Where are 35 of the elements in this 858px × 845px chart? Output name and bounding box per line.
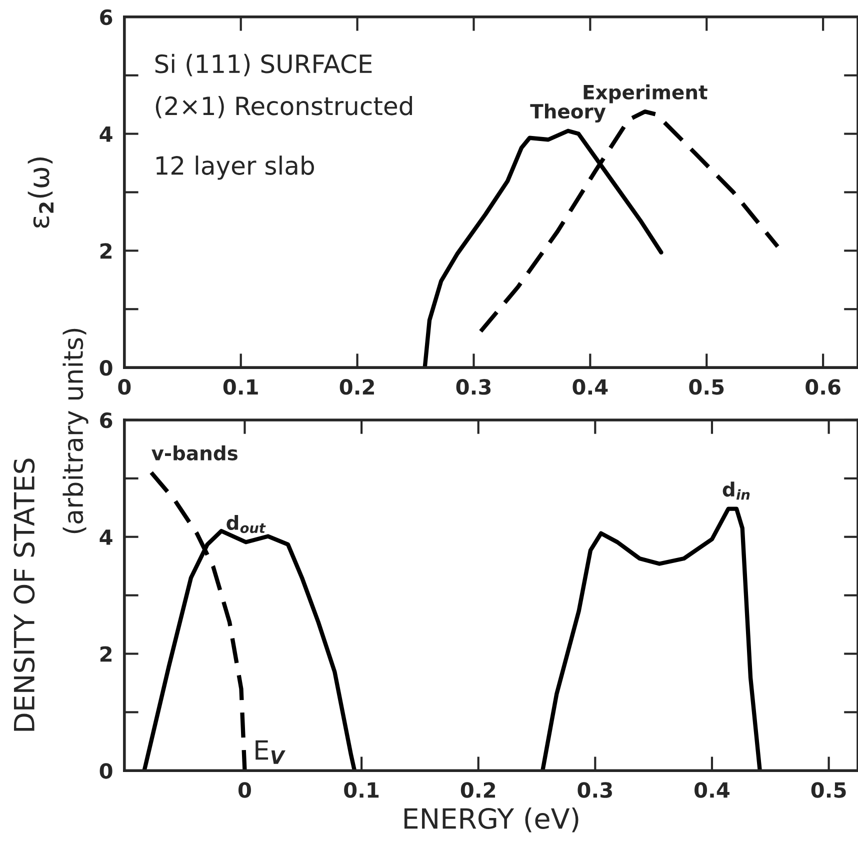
annotation: 12 layer slab <box>156 156 314 180</box>
y-tick-label: 4 <box>100 530 112 545</box>
y-tick-label: 0 <box>100 763 112 779</box>
y-tick-label: 4 <box>100 126 112 142</box>
y-axis-title: DENSITY OF STATES <box>14 458 35 731</box>
x-tick-label: 0.6 <box>806 379 840 395</box>
text: (arbitrary units) <box>62 328 88 534</box>
series-label: v-bands <box>152 445 238 460</box>
annotation: Si (111) SURFACE <box>155 54 372 76</box>
x-tick-label: 0.1 <box>344 782 379 798</box>
series-label: d$_{in}$ <box>722 482 750 500</box>
series-label: Theory <box>530 104 606 123</box>
y-tick-label: 6 <box>100 9 112 26</box>
x-axis-title: ENERGY (eV) <box>404 808 578 832</box>
y-axis-title: ε$_{2}$(ω) <box>28 157 54 228</box>
x-tick-label: 0.3 <box>578 782 612 798</box>
y-tick-label: 2 <box>100 243 112 259</box>
x-tick-label: 0 <box>118 379 131 395</box>
x-tick-label: 0.4 <box>572 379 608 395</box>
y-tick-label: 0 <box>100 360 112 376</box>
line-series <box>540 506 762 771</box>
y-tick-label: 6 <box>100 412 112 428</box>
series-label: Experiment <box>584 84 708 104</box>
x-tick-label: 0.2 <box>340 379 374 395</box>
x-tick-label: 0.5 <box>811 782 846 798</box>
annotation: (2×1) Reconstructed <box>156 96 412 118</box>
x-tick-label: 0.5 <box>689 379 724 395</box>
x-tick-label: 0 <box>238 782 251 798</box>
y-tick-label: 2 <box>100 646 112 662</box>
x-tick-label: 0.2 <box>460 782 495 798</box>
x-tick-label: 0.4 <box>694 782 730 798</box>
x-tick-label: 0.3 <box>456 379 491 395</box>
series-label: d$_{out}$ <box>226 514 266 534</box>
x-tick-label: 0.1 <box>223 379 258 395</box>
annotation: E$_{V}$ <box>256 740 286 764</box>
